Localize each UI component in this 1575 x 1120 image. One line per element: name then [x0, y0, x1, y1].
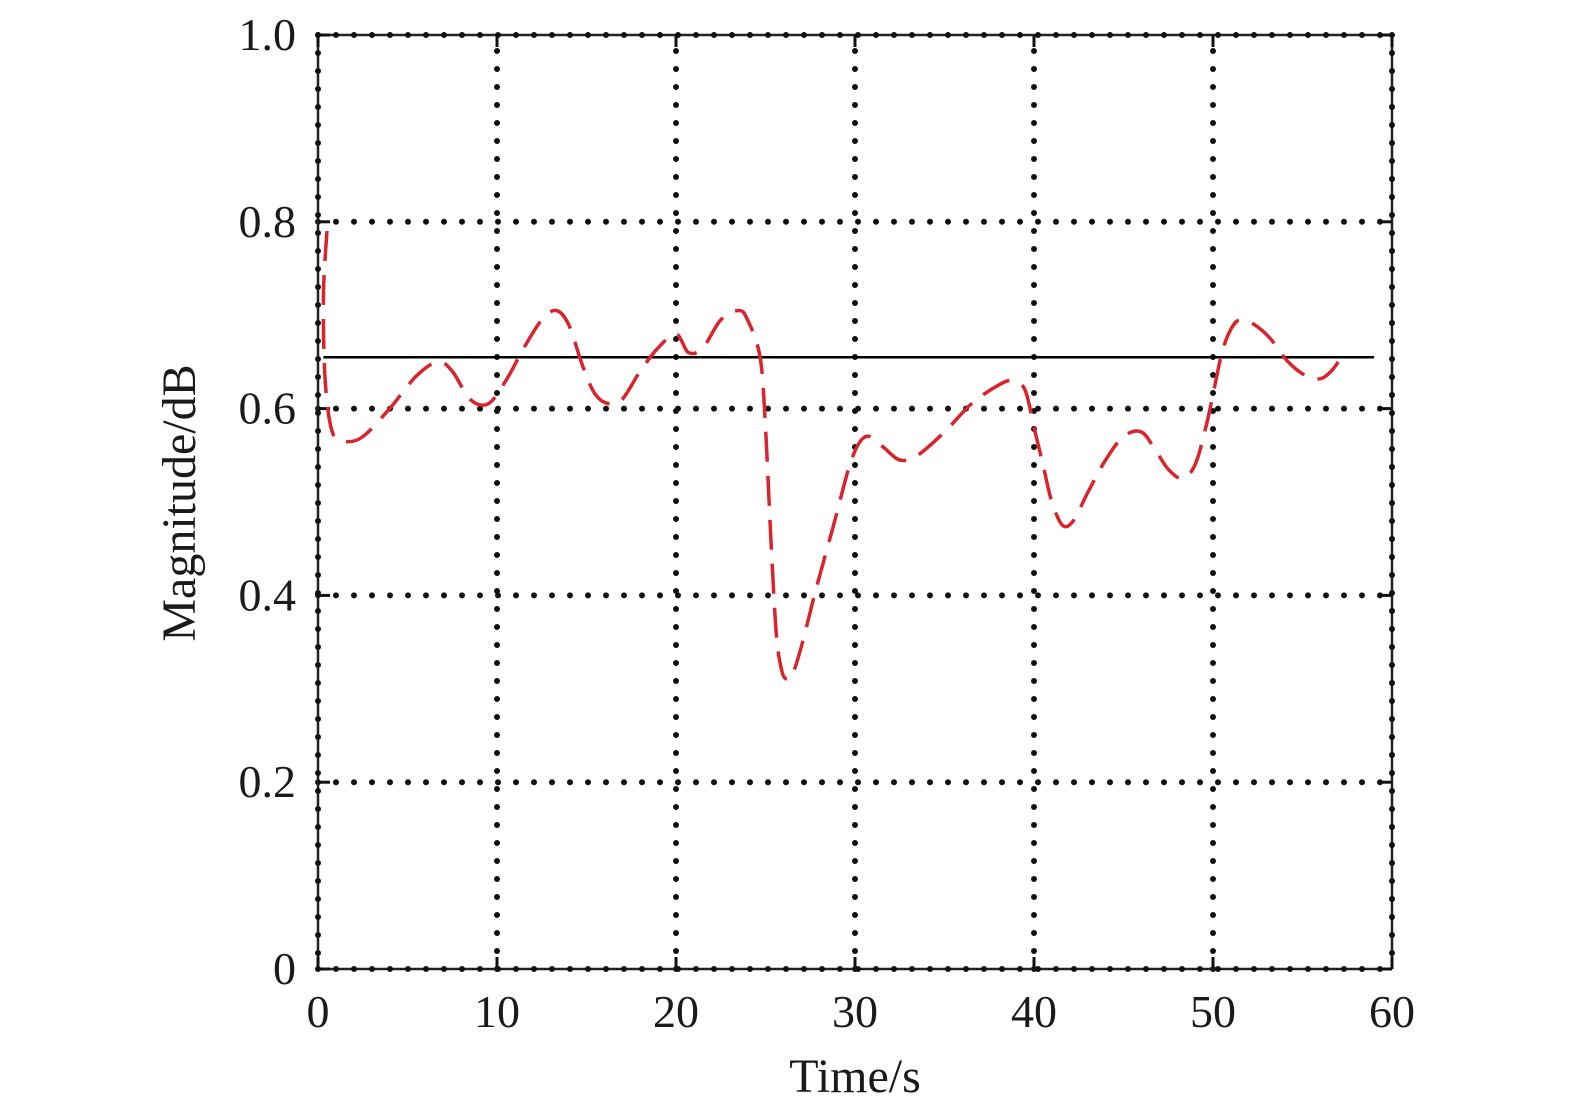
y-tick-label: 1.0	[239, 9, 297, 60]
x-tick-label: 30	[832, 986, 878, 1037]
x-tick-label: 40	[1011, 986, 1057, 1037]
x-tick-label: 10	[474, 986, 520, 1037]
tick-labels: 0 10 20 30 40 50 60 0 0.2 0.4 0.6 0.8 1.0	[239, 9, 1416, 1037]
x-tick-label: 60	[1369, 986, 1415, 1037]
y-tick-label: 0.8	[239, 196, 297, 247]
grid-lines	[315, 32, 1395, 972]
y-tick-label: 0.6	[239, 383, 297, 434]
dashed-series-line	[321, 231, 1340, 682]
y-axis-label: Magnitude/dB	[153, 364, 206, 641]
y-tick-label: 0.2	[239, 756, 297, 807]
x-tick-label: 20	[653, 986, 699, 1037]
x-tick-label: 50	[1190, 986, 1236, 1037]
y-tick-label: 0	[273, 943, 296, 994]
series-lines	[321, 231, 1375, 682]
x-axis-label: Time/s	[789, 1050, 921, 1103]
axis-ticks	[316, 33, 1394, 971]
x-tick-label: 0	[307, 986, 330, 1037]
y-tick-label: 0.4	[239, 569, 297, 620]
